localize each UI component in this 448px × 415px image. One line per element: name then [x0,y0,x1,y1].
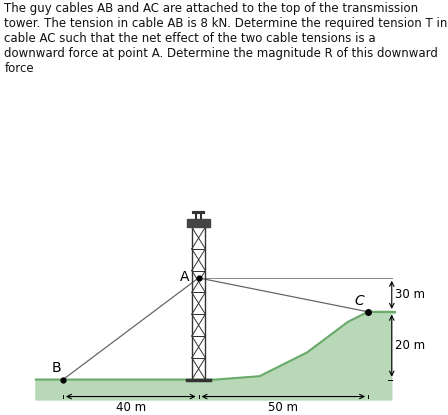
Text: 20 m: 20 m [395,339,425,352]
Text: 50 m: 50 m [268,400,298,414]
Text: C: C [355,294,365,308]
Text: 30 m: 30 m [395,288,425,301]
Text: 40 m: 40 m [116,400,146,414]
Text: A: A [180,270,189,284]
Polygon shape [36,312,392,400]
Text: B: B [52,361,61,374]
Polygon shape [187,219,211,227]
Polygon shape [368,312,395,313]
Text: The guy cables AB and AC are attached to the top of the transmission
tower. The : The guy cables AB and AC are attached to… [4,2,448,75]
